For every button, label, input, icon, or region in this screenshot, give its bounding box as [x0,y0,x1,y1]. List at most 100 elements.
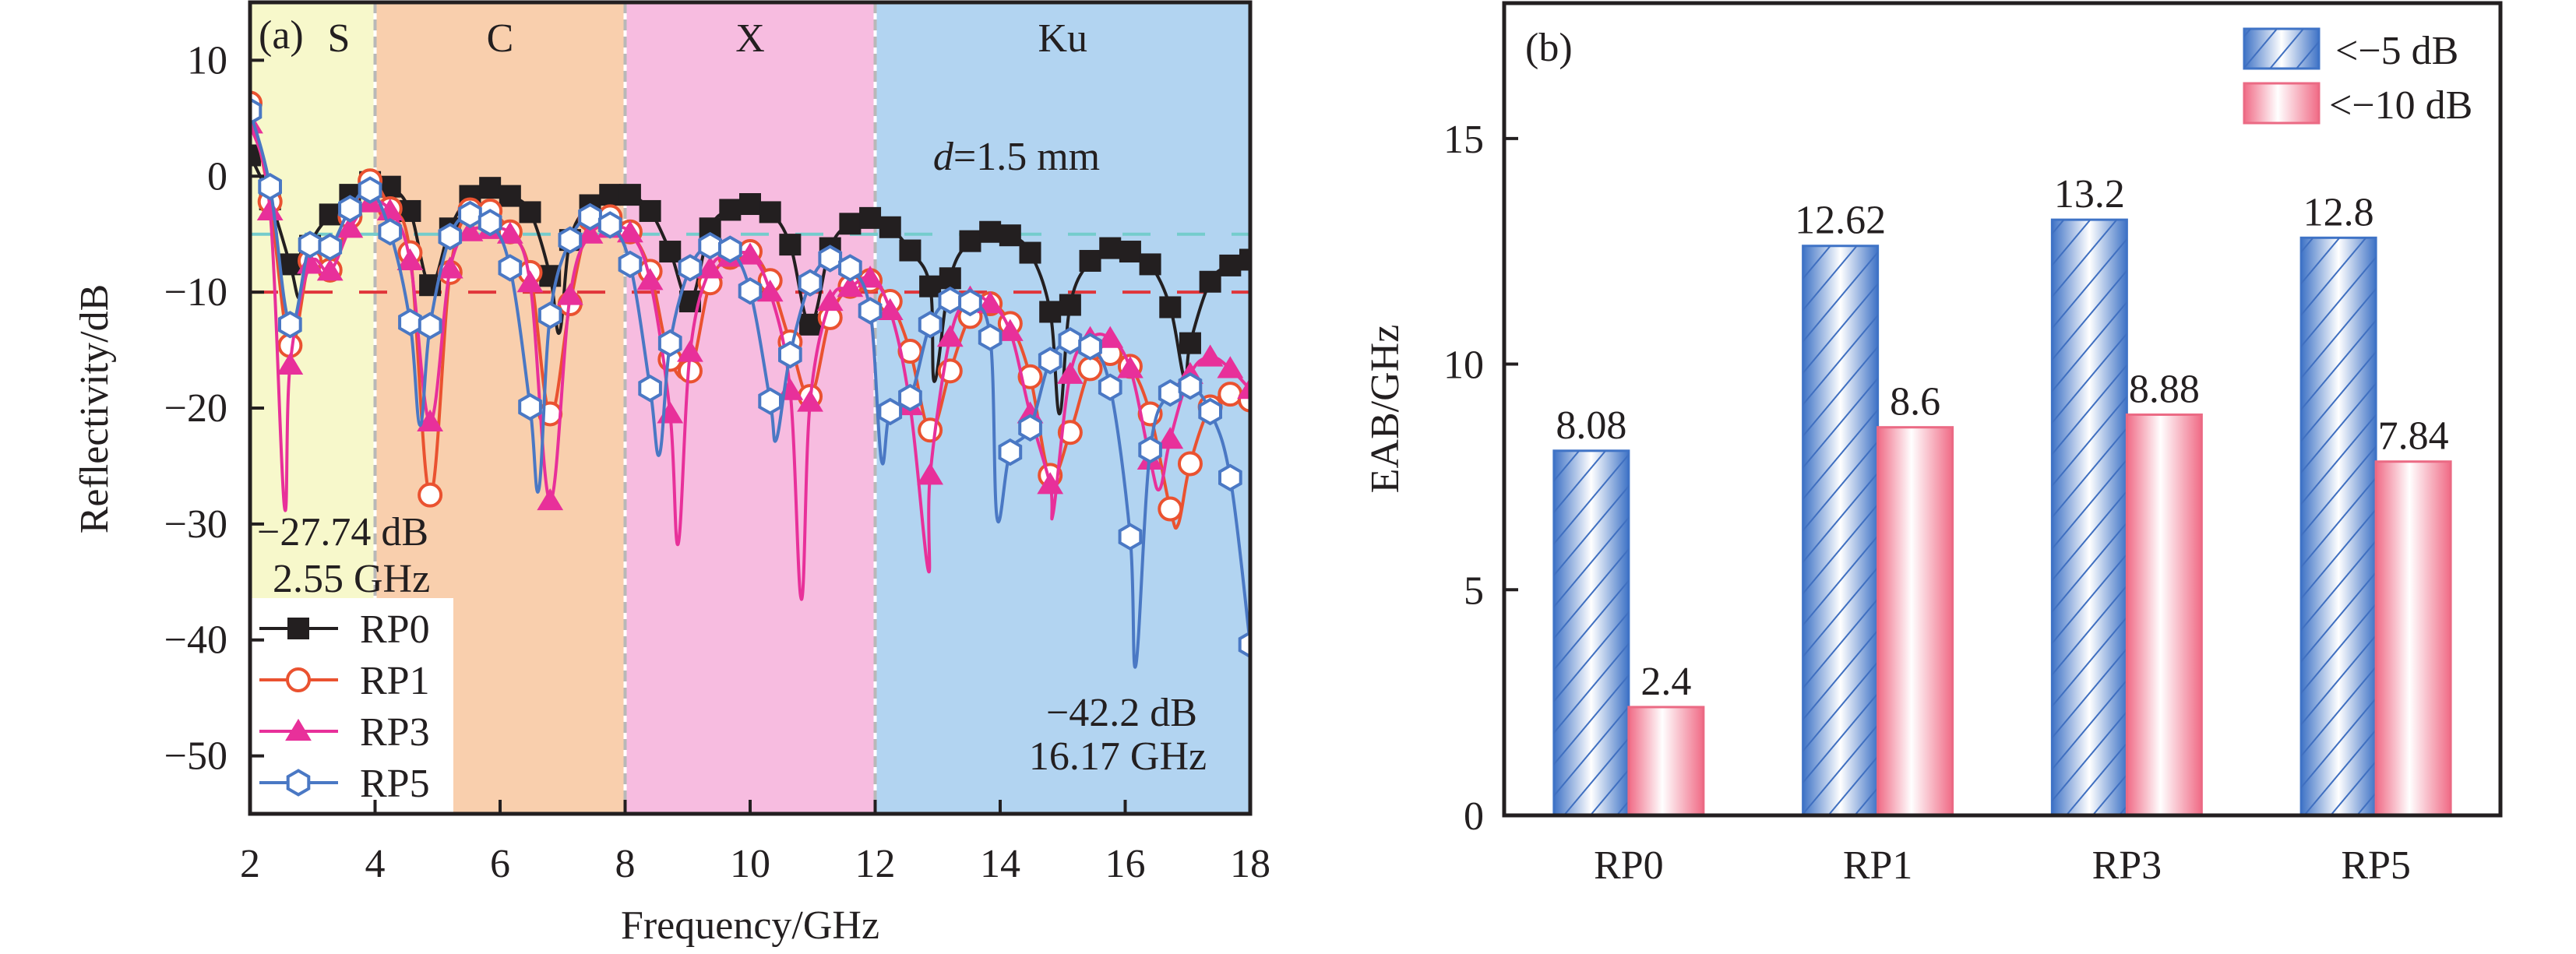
data-point-rp3 [696,256,724,279]
category-label-rp5: RP5 [2341,843,2411,888]
data-point-rp5 [338,195,362,223]
data-point-rp5 [558,226,583,254]
legend-item-rp1: RP1 [259,659,430,703]
data-point-rp3 [537,488,564,511]
data-point-rp0 [1019,241,1041,264]
eab-bar-chart: 8.08 2.4 RP0 12.62 8.6 RP1 13.2 8.88 RP3 12.8 7.84… [1363,1,2503,888]
bar-group-rp0: 8.08 2.4 RP0 [1552,403,1705,888]
y-tick-label-b: 0 [1464,794,1484,839]
data-point-rp5 [318,233,343,261]
data-point-rp0 [999,224,1021,247]
x-tick-label-a: 16 [1105,842,1146,886]
data-point-rp5 [1078,333,1102,361]
data-point-rp5 [258,172,282,201]
data-point-rp5 [1018,414,1042,442]
legend-label-rp5: RP5 [360,762,430,806]
legend-item-under-10db: <−10 dB [2243,82,2472,128]
data-point-rp5 [458,200,482,229]
data-point-rp5 [678,254,703,282]
rp5-min-freq-annotation: 16.17 GHz [1029,734,1207,779]
bar-value-label: 13.2 [2054,172,2125,216]
data-point-rp0 [719,199,742,221]
data-point-rp0 [599,184,622,206]
data-point-rp5 [778,340,802,369]
y-tick-label-a: −40 [164,618,227,663]
data-point-rp3 [837,275,864,297]
legend-b: <−5 dB <−10 dB [2243,27,2472,128]
data-point-rp0 [739,193,761,216]
band-label-x: X [735,16,765,61]
legend-marker-rp5 [286,769,311,797]
band-label-c: C [487,16,514,61]
thickness-annotation: d=1.5 mm [933,135,1100,179]
bar-hatch-rp5 [2301,238,2377,815]
bar-value-label: 12.62 [1795,199,1886,243]
data-point-rp0 [1039,301,1062,323]
y-tick-label-a: 10 [187,38,227,83]
x-tick-label-a: 10 [730,842,770,886]
data-point-rp0 [799,313,822,336]
rp3-min-db-annotation: −27.74 dB [257,510,428,554]
data-point-rp5 [378,217,403,246]
data-point-rp5 [398,308,422,336]
y-tick-label-a: 0 [207,154,227,199]
y-tick-label-a: −30 [164,502,227,547]
data-point-rp3 [876,297,904,321]
band-label-s: S [328,16,351,61]
data-point-rp5 [898,383,922,412]
data-point-rp5 [597,211,622,239]
y-tick-label-a: −20 [164,386,227,431]
bar-value-label: 7.84 [2378,414,2449,459]
data-point-rp5 [998,438,1023,466]
data-point-rp5 [1178,371,1203,400]
data-point-rp3 [456,219,484,241]
data-point-rp0 [1099,237,1122,259]
x-tick-label-a: 2 [240,842,260,886]
legend-marker-rp3 [285,718,312,741]
data-point-rp3 [396,248,424,271]
data-point-rp1 [1177,451,1203,477]
data-point-rp3 [917,463,944,485]
data-point-rp5 [298,231,322,259]
data-point-rp5 [1218,463,1242,492]
data-point-rp5 [838,254,862,282]
rp5-min-db-annotation: −42.2 dB [1046,691,1197,735]
data-point-rp3 [617,220,643,243]
data-point-rp0 [279,253,301,276]
x-tick-label-a: 12 [855,842,896,886]
data-point-rp0 [879,216,901,238]
data-point-rp0 [1199,270,1221,293]
category-label-rp1: RP1 [1843,843,1913,888]
data-point-rp0 [659,241,682,263]
data-point-rp0 [779,234,802,256]
data-point-rp3 [1157,427,1184,449]
data-point-rp0 [919,275,942,297]
data-point-rp0 [319,203,341,226]
data-point-rp3 [1097,326,1124,348]
x-tick-label-a: 4 [365,842,386,886]
data-point-rp0 [618,184,641,206]
bar-hatch-rp0 [1553,450,1629,815]
bar-rp5-under-10db [2374,460,2452,817]
category-label-rp3: RP3 [2092,843,2162,888]
legend-marker-rp1 [286,667,311,692]
data-point-rp0 [959,230,981,252]
data-point-rp5 [278,311,302,339]
band-label-ku: Ku [1038,16,1087,61]
data-point-rp3 [496,221,523,244]
plot-b-frame [1502,1,2503,818]
bar-hatch-rp1 [1802,245,1878,816]
data-point-rp5 [798,269,823,297]
band-labels: S C X Ku [328,16,1087,61]
legend-item-rp3: RP3 [259,710,430,755]
data-point-rp5 [537,301,562,329]
series-rp5 [250,97,1250,669]
y-axis-label-b: EAB/GHz [1363,325,1408,494]
y-tick-label-a: −50 [164,734,227,779]
data-point-rp5 [1138,435,1162,464]
data-point-rp0 [1219,254,1242,276]
thickness-value: =1.5 mm [953,135,1100,179]
data-point-rp3 [250,111,263,134]
data-point-rp1 [1158,496,1183,522]
data-point-rp3 [816,288,844,312]
